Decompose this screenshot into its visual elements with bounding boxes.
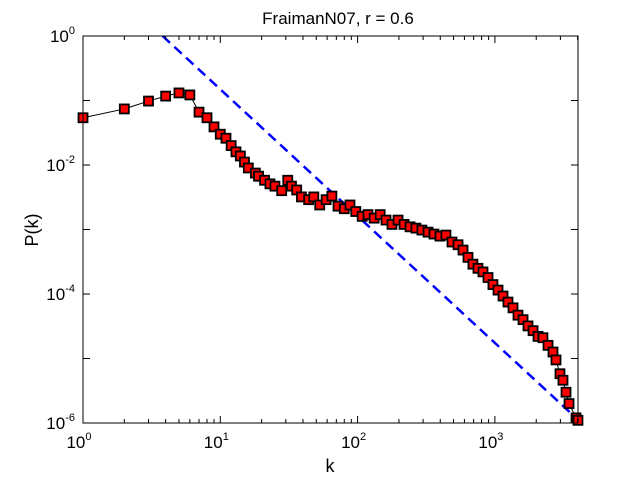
data-point <box>374 209 386 221</box>
y-tick-label: 10-6 <box>46 412 75 433</box>
chart-title: FraimanN07, r = 0.6 <box>262 9 414 28</box>
x-tick-label: 100 <box>66 431 91 452</box>
x-tick-label: 102 <box>341 431 366 452</box>
data-point <box>276 185 288 197</box>
data-point <box>184 89 196 101</box>
fit-line-layer <box>161 35 577 419</box>
data-point <box>208 121 220 133</box>
data-point <box>344 199 356 211</box>
data-point <box>560 386 572 398</box>
x-tick-label: 101 <box>204 431 229 452</box>
data-point <box>160 90 172 102</box>
data-point <box>563 398 575 409</box>
data-point <box>308 191 320 203</box>
data-series-layer <box>77 87 584 426</box>
data-point <box>173 87 185 99</box>
data-point <box>557 374 569 386</box>
x-axis-label: k <box>326 456 336 476</box>
data-point <box>143 95 154 107</box>
y-tick-label: 10-4 <box>46 283 75 304</box>
y-axis-label: P(k) <box>22 214 42 247</box>
axes: 100 101 102 103 100 10-2 10-4 10-6 <box>46 25 579 452</box>
y-tick-label: 100 <box>50 25 75 46</box>
data-point <box>201 112 213 124</box>
x-tick-label: 103 <box>478 431 503 452</box>
plot-area <box>83 36 578 423</box>
y-tick-label: 10-2 <box>46 154 75 175</box>
power-law-fit-line <box>161 35 577 419</box>
data-point <box>326 190 338 202</box>
data-point <box>440 229 452 241</box>
data-point <box>193 106 205 118</box>
data-point <box>550 354 562 366</box>
data-point <box>118 103 130 115</box>
